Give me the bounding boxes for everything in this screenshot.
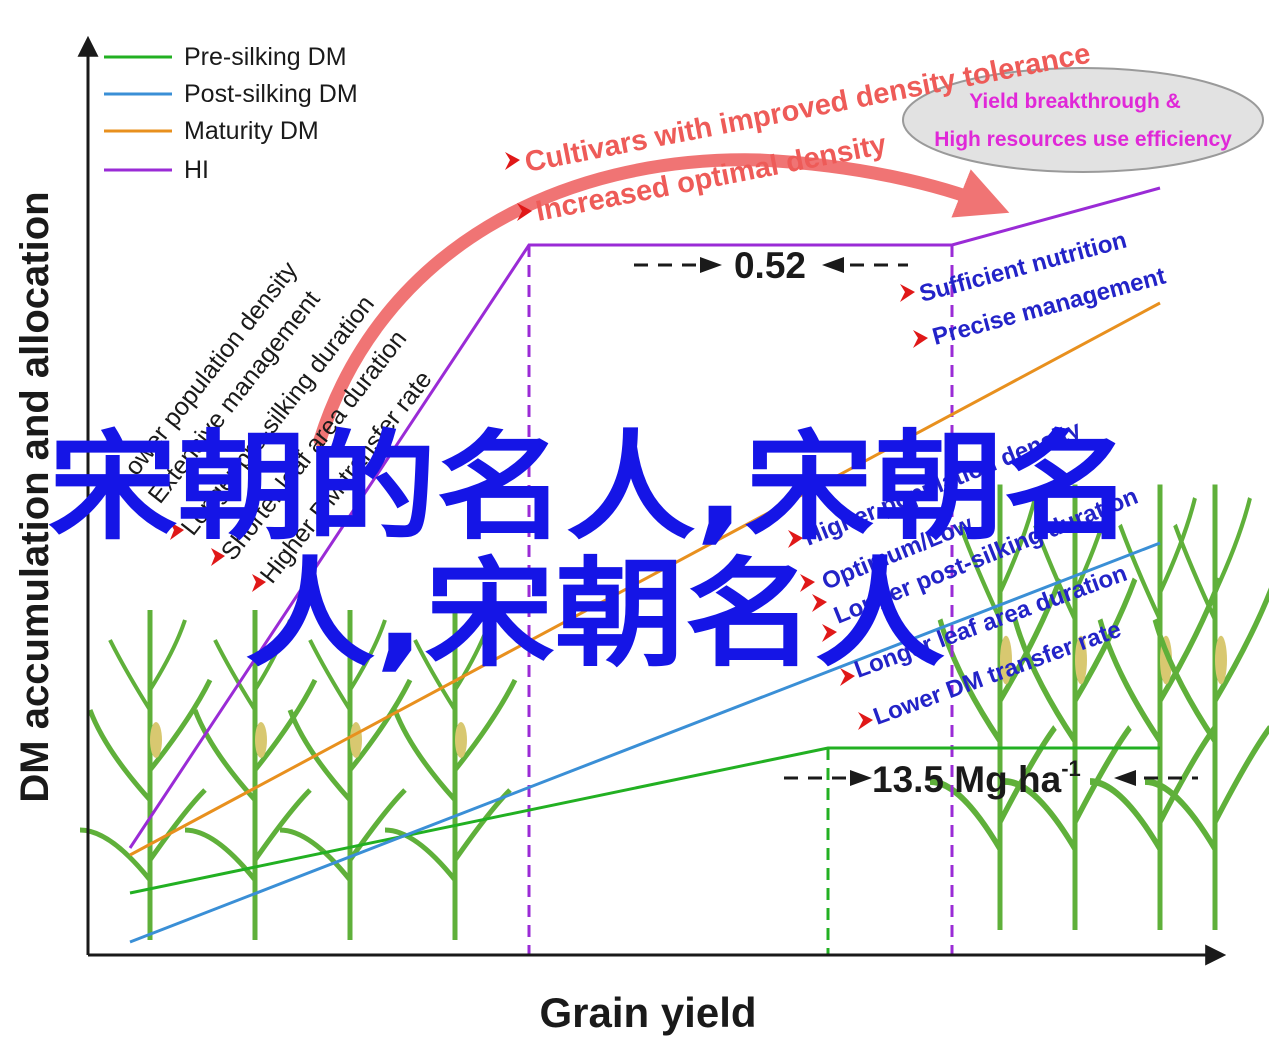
improvement-arrow bbox=[313, 153, 1010, 447]
overlay-title: 宋朝的名人,宋朝名 人,宋朝名人 bbox=[48, 418, 1133, 683]
series-lines bbox=[128, 186, 1161, 944]
bubble-line-2: High resources use efficiency bbox=[934, 128, 1232, 151]
y-axis-label: DM accumulation and allocation bbox=[13, 191, 57, 802]
legend: Pre-silking DM Post-silking DM Maturity … bbox=[104, 43, 358, 184]
bubble-line-1: Yield breakthrough & bbox=[969, 90, 1181, 113]
legend-label-pre-silking: Pre-silking DM bbox=[184, 43, 347, 71]
series-line-hi bbox=[128, 186, 1161, 849]
hi-plateau-marker: 0.52 bbox=[634, 245, 908, 286]
breakthrough-bubble: Yield breakthrough & High resources use … bbox=[902, 67, 1264, 173]
series-line-maturity bbox=[129, 301, 1161, 857]
series-line-post-silking bbox=[129, 541, 1161, 944]
overlay-line-2: 人,宋朝名人 bbox=[245, 545, 945, 683]
series-line-pre-silking bbox=[129, 746, 1160, 895]
legend-label-maturity: Maturity DM bbox=[184, 117, 319, 145]
legend-label-post-silking: Post-silking DM bbox=[184, 80, 358, 108]
legend-label-hi: HI bbox=[184, 156, 209, 184]
yield-value: 13.5 Mg ha-1 bbox=[872, 756, 1081, 800]
overlay-line-1: 宋朝的名人,宋朝名 bbox=[48, 418, 1133, 556]
yield-value-marker: 13.5 Mg ha-1 bbox=[784, 756, 1198, 800]
hi-plateau-value: 0.52 bbox=[734, 245, 806, 286]
x-axis-label: Grain yield bbox=[539, 989, 756, 1036]
